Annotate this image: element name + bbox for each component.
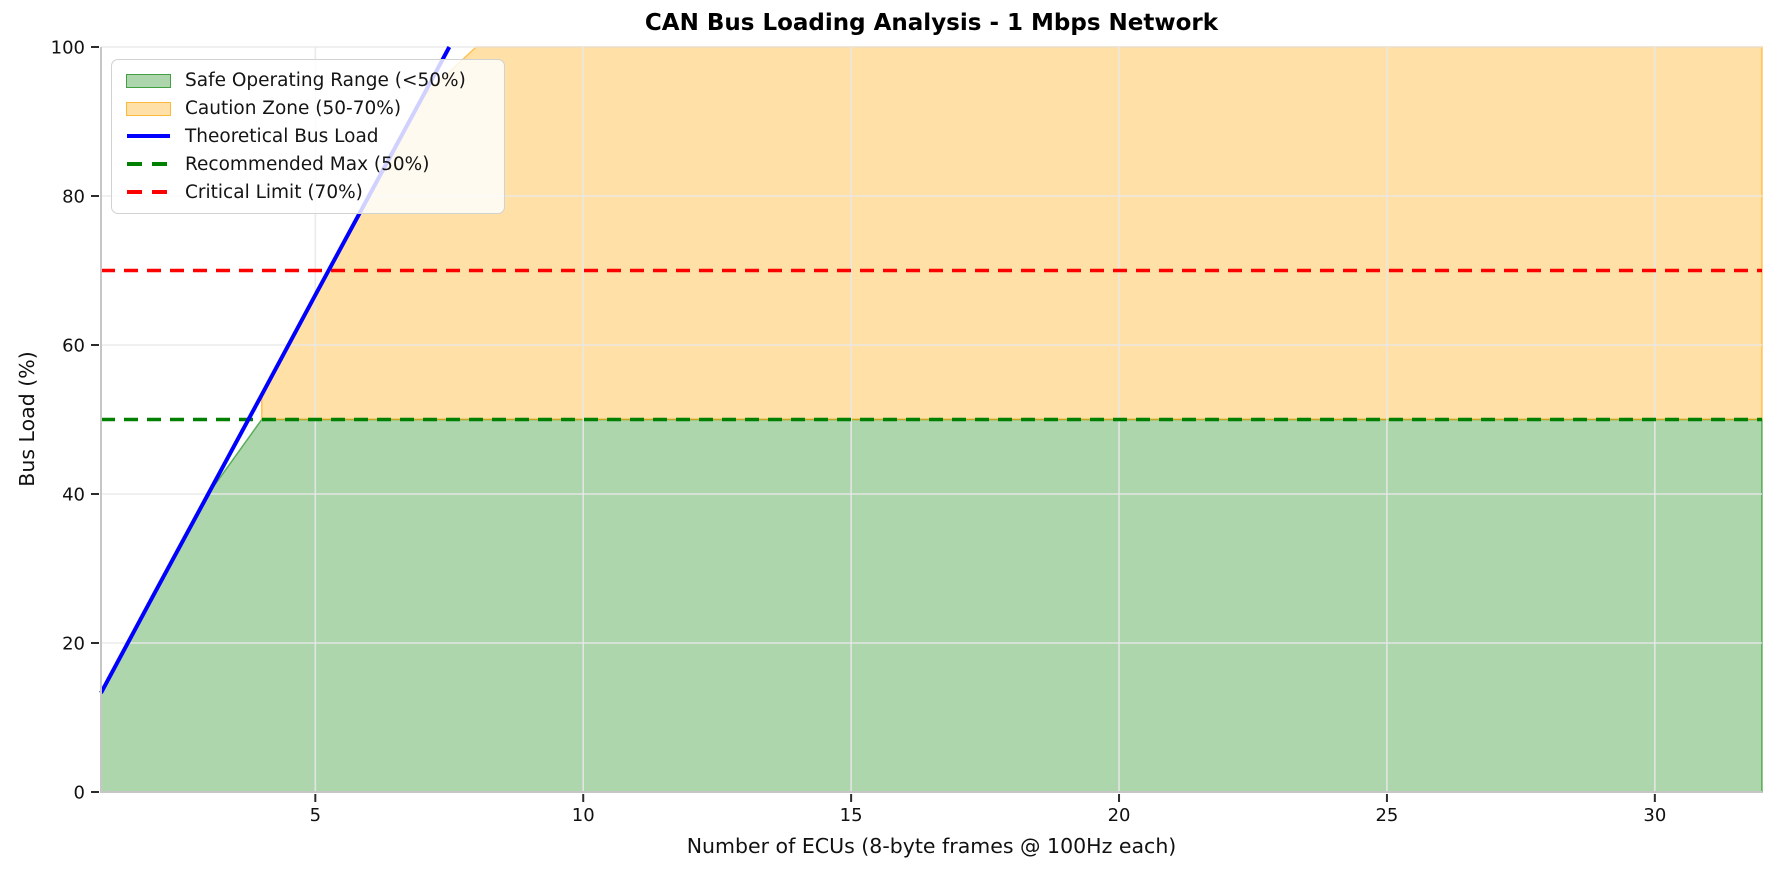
legend-item: Recommended Max (50%) <box>126 150 490 178</box>
x-tick-label-30: 30 <box>1643 805 1666 826</box>
x-tick-label-10: 10 <box>572 805 595 826</box>
legend-item: Critical Limit (70%) <box>126 178 490 206</box>
legend-line-icon <box>127 134 170 139</box>
legend-line-icon <box>127 162 170 167</box>
x-tick-label-25: 25 <box>1375 805 1398 826</box>
x-tick-label-5: 5 <box>310 805 321 826</box>
y-axis-label: Bus Load (%) <box>15 351 39 487</box>
legend-line-icon <box>126 184 171 200</box>
legend-item: Safe Operating Range (<50%) <box>126 67 490 95</box>
y-tick-label-0: 0 <box>74 783 85 804</box>
y-tick-label-20: 20 <box>62 634 85 655</box>
legend-item-label: Recommended Max (50%) <box>185 153 430 175</box>
legend-item-label: Critical Limit (70%) <box>185 181 363 203</box>
y-tick-label-60: 60 <box>62 336 85 357</box>
y-tick-label-100: 100 <box>51 38 85 59</box>
x-axis-label: Number of ECUs (8-byte frames @ 100Hz ea… <box>686 834 1177 858</box>
legend-item-label: Theoretical Bus Load <box>185 125 379 147</box>
chart-title: CAN Bus Loading Analysis - 1 Mbps Networ… <box>644 10 1219 36</box>
legend: Safe Operating Range (<50%) Caution Zone … <box>111 59 505 214</box>
y-tick-label-40: 40 <box>62 485 85 506</box>
legend-item-label: Safe Operating Range (<50%) <box>185 70 466 92</box>
legend-item: Caution Zone (50-70%) <box>126 95 490 123</box>
legend-item-label: Caution Zone (50-70%) <box>185 98 402 120</box>
legend-patch-icon <box>126 101 171 116</box>
safe-zone-area <box>100 418 1763 793</box>
x-tick-label-15: 15 <box>840 805 863 826</box>
legend-line-icon <box>126 156 171 172</box>
legend-line-icon <box>126 128 171 144</box>
legend-patch-icon <box>126 101 171 116</box>
y-tick-label-80: 80 <box>62 187 85 208</box>
legend-line-icon <box>127 190 170 195</box>
x-tick-label-20: 20 <box>1108 805 1131 826</box>
legend-item: Theoretical Bus Load <box>126 123 490 151</box>
legend-patch-icon <box>126 73 171 88</box>
legend-patch-icon <box>126 73 171 88</box>
